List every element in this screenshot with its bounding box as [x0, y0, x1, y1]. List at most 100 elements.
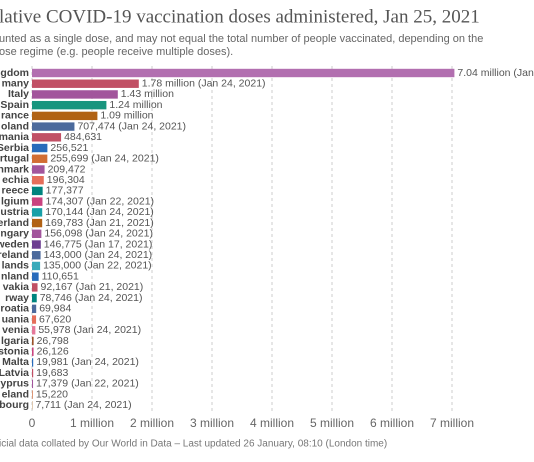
bar	[32, 229, 42, 238]
category-label: eland	[2, 388, 29, 400]
bar	[32, 100, 107, 110]
value-label: 7.04 million (Jan	[457, 67, 534, 79]
category-label: rtugal	[0, 153, 29, 165]
x-tick-label: 1 million	[70, 416, 114, 430]
value-label: 146,775 (Jan 17, 2021)	[44, 238, 153, 250]
category-label: echia	[2, 174, 29, 186]
category-label: erland	[0, 217, 29, 229]
value-label: 15,220	[36, 388, 68, 400]
category-label: lgium	[1, 195, 29, 207]
bar	[32, 143, 48, 153]
value-label: 7,711 (Jan 24, 2021)	[35, 399, 131, 411]
category-label: uania	[2, 313, 30, 325]
x-tick-label: 2 million	[130, 416, 174, 430]
bar	[32, 111, 98, 121]
bar	[32, 208, 43, 217]
value-label: 1.09 million	[100, 110, 153, 122]
value-label: 169,783 (Jan 21, 2021)	[45, 217, 154, 229]
category-label: lgaria	[1, 335, 29, 347]
bar	[32, 283, 38, 292]
value-label: 92,167 (Jan 21, 2021)	[41, 281, 144, 293]
value-label: 255,699 (Jan 24, 2021)	[50, 153, 159, 165]
bar	[32, 347, 34, 356]
value-label: 67,620	[39, 313, 71, 325]
value-label: 26,126	[37, 346, 69, 358]
category-label: bourg	[0, 399, 29, 411]
value-label: 143,000 (Jan 24, 2021)	[44, 249, 153, 261]
bar	[32, 326, 36, 335]
value-label: 170,144 (Jan 24, 2021)	[45, 206, 154, 218]
value-label: 19,683	[36, 367, 68, 379]
category-label: Serbia	[0, 142, 29, 154]
bar	[32, 390, 33, 399]
value-label: 55,978 (Jan 24, 2021)	[38, 324, 141, 336]
x-tick-label: 6 million	[370, 416, 414, 430]
footer: icial data collated by Our World in Data…	[0, 439, 387, 450]
value-label: 707,474 (Jan 24, 2021)	[77, 120, 186, 132]
category-label: venia	[2, 324, 29, 336]
category-label: ustria	[0, 206, 29, 218]
bar	[32, 197, 43, 206]
category-label: Latvia	[0, 367, 29, 379]
bar	[32, 68, 455, 78]
value-label: 209,472	[48, 163, 86, 175]
category-label: rway	[5, 292, 29, 304]
value-label: 135,000 (Jan 22, 2021)	[43, 260, 152, 272]
category-label: reland	[0, 249, 29, 261]
bar	[32, 133, 62, 142]
category-label: many	[2, 78, 30, 90]
value-label: 1.78 million (Jan 24, 2021)	[142, 78, 266, 90]
value-label: 177,377	[46, 185, 84, 197]
chart-title: lative COVID-19 vaccination doses admini…	[0, 6, 480, 27]
category-label: Italy	[8, 88, 29, 100]
bar	[32, 293, 37, 303]
category-label: Spain	[0, 99, 29, 111]
category-label: oland	[1, 120, 29, 132]
value-label: 110,651	[42, 270, 79, 282]
value-label: 69,984	[39, 303, 71, 315]
value-label: 174,307 (Jan 22, 2021)	[45, 195, 154, 207]
value-label: 26,798	[37, 335, 69, 347]
bar	[32, 79, 139, 88]
bar	[32, 240, 41, 249]
value-label: 196,304	[47, 174, 85, 186]
value-label: 17,379 (Jan 22, 2021)	[36, 378, 139, 390]
category-label: nmark	[0, 163, 29, 175]
x-tick-label: 0	[29, 416, 36, 430]
bar	[32, 251, 41, 260]
category-label: lands	[2, 260, 30, 272]
bar	[32, 165, 45, 174]
x-tick-label: 3 million	[190, 416, 234, 430]
category-label: rance	[1, 110, 29, 122]
category-label: yprus	[0, 378, 29, 390]
category-label: roatia	[0, 303, 29, 315]
value-label: 484,631	[64, 131, 102, 143]
subtitle: unted as a single dose, and may not equa…	[0, 33, 483, 45]
bar	[32, 90, 118, 99]
bar	[32, 218, 43, 228]
category-label: vakia	[3, 281, 29, 293]
category-label: nland	[1, 270, 29, 282]
bar	[32, 336, 34, 346]
value-label: 1.43 million	[121, 88, 174, 100]
category-label: ngary	[0, 228, 29, 240]
category-label: Malta	[2, 356, 29, 368]
category-label: gdom	[0, 67, 29, 79]
bar	[32, 186, 43, 196]
x-tick-label: 7 million	[430, 416, 474, 430]
subtitle: ose regime (e.g. people receive multiple…	[0, 46, 233, 58]
bar	[32, 122, 75, 131]
bar	[32, 368, 34, 378]
bar	[32, 379, 34, 389]
category-label: stonia	[0, 346, 29, 358]
bar	[32, 315, 37, 324]
category-label: reece	[2, 185, 30, 197]
category-label: mania	[0, 131, 29, 143]
value-label: 156,098 (Jan 24, 2021)	[44, 228, 153, 240]
category-label: weden	[0, 238, 29, 250]
bar	[32, 261, 41, 271]
bar	[32, 358, 34, 367]
value-label: 78,746 (Jan 24, 2021)	[40, 292, 143, 304]
bar	[32, 272, 39, 281]
